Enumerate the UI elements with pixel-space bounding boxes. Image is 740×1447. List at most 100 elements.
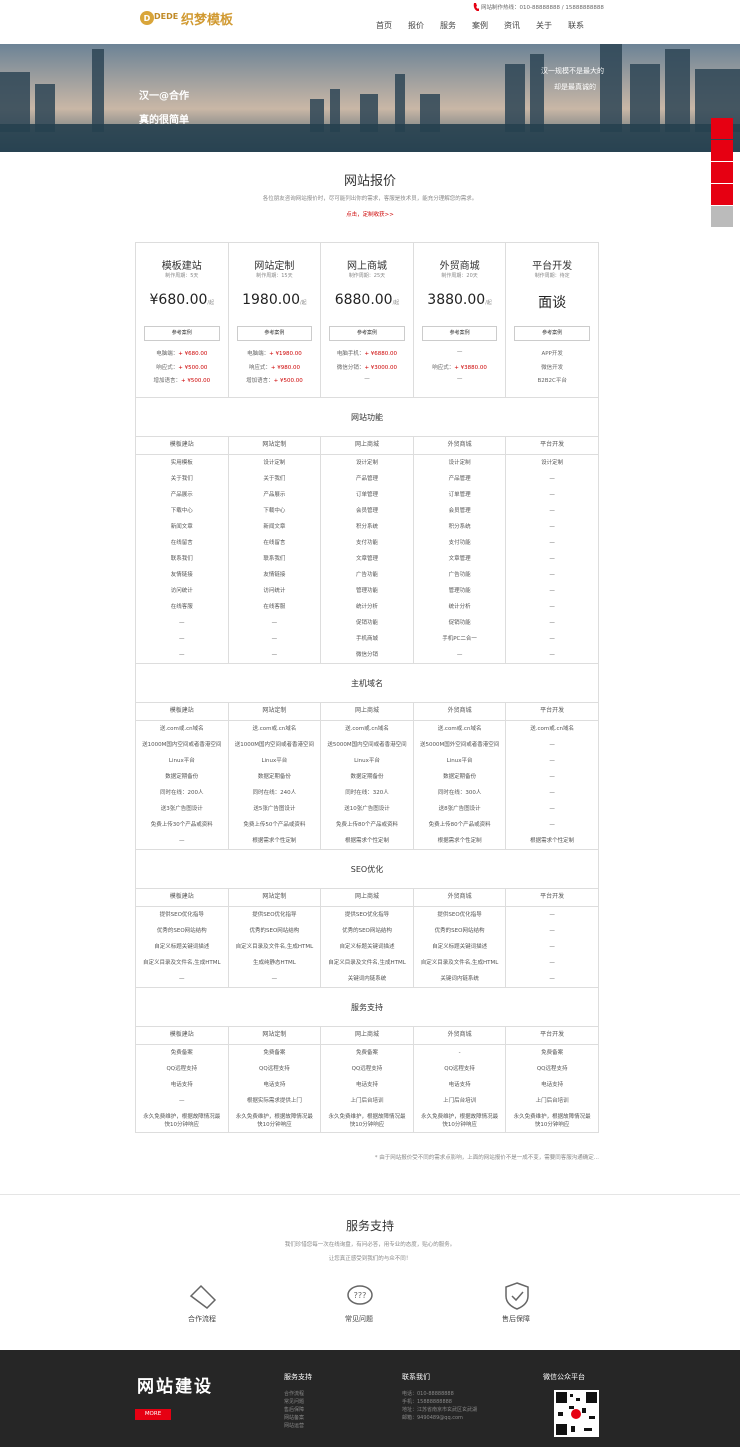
feature-cell: 设计定制 — [229, 455, 322, 471]
header: D DEDE 织梦模板 网站制作热线：010-88888888 / 158888… — [0, 0, 740, 44]
feature-cell: 免费备案 — [229, 1045, 322, 1061]
feature-row: 下载中心 下载中心 会员管理 会员管理 — — [136, 503, 598, 519]
feature-cell: 下载中心 — [229, 503, 322, 519]
feature-row: 访问统计 访问统计 管理功能 管理功能 — — [136, 583, 598, 599]
feature-cell: 根据需求个性定制 — [321, 833, 414, 849]
plan-period: 制作周期：15天 — [256, 273, 293, 279]
feature-cell: 新闻文章 — [136, 519, 229, 535]
feature-cell: 数据定期备份 — [229, 769, 322, 785]
feature-cell: 上门后台培训 — [535, 1098, 569, 1104]
more-button[interactable]: MORE — [135, 1409, 171, 1420]
footer-brand: 网站建设 — [137, 1377, 213, 1397]
divider — [0, 1194, 740, 1195]
nav-item[interactable]: 联系 — [568, 21, 584, 30]
feature-cell: 永久免费维护，根据故障情况最快10分钟响应 — [321, 1109, 414, 1132]
feature-cell: — — [414, 647, 507, 663]
case-button[interactable]: 参考案例 — [421, 326, 498, 341]
plan-name: 网上商城 — [346, 261, 387, 272]
feature-cell: 广告功能 — [321, 567, 414, 583]
feature-cell: 送5张广告图设计 — [229, 801, 322, 817]
feature-cell: - — [414, 1045, 507, 1061]
footer-column: 服务支持 合作流程 常见问题 售后保障 网站备案 网站运营 — [284, 1372, 404, 1430]
feature-cell: 送3张广告图设计 — [136, 801, 229, 817]
feature-cell: 访问统计 — [229, 583, 322, 599]
plan-name: 外贸商城 — [439, 261, 480, 272]
feature-cell: 友情链接 — [229, 567, 322, 583]
feature-cell: — — [136, 833, 229, 849]
logo-text: 织梦模板 — [181, 13, 234, 28]
feature-cell: 提供SEO优化指导 — [414, 907, 507, 923]
feature-cell: 送.com或.cn域名 — [321, 721, 414, 737]
column-header: 网站定制 — [229, 703, 322, 720]
feature-cell: 根据需求个性定制 — [229, 833, 322, 849]
nav-item[interactable]: 首页 — [376, 21, 392, 30]
feature-cell: 自定义目录及文件名,生成HTML — [136, 955, 229, 971]
plan-price-box: 6880.00/起 — [321, 292, 413, 308]
nav-item[interactable]: 资讯 — [504, 21, 520, 30]
plan-period: 制作周期：25天 — [348, 273, 386, 279]
hotline: 网站制作热线：010-88888888 / 15888888888 — [481, 5, 604, 11]
feature-cell: 送5000M国外空间或者香港空间 — [414, 737, 507, 753]
nav-item[interactable]: 关于 — [536, 21, 552, 30]
header-row: 模板建站 网站定制 网上商城 外贸商城 平台开发 — [136, 436, 598, 455]
plan-item: 微信分销：+ ¥3000.00 — [321, 363, 413, 371]
nav-item[interactable]: 报价 — [408, 21, 424, 30]
feature-cell: 统计分析 — [321, 599, 414, 615]
case-button[interactable]: 参考案例 — [329, 326, 405, 341]
feature-cell: 自定义目录及文件名,生成HTML — [321, 955, 414, 971]
feature-cell: 关于我们 — [229, 471, 322, 487]
plan-item: — — [321, 376, 413, 382]
phone-button[interactable] — [711, 184, 733, 205]
top-button[interactable] — [711, 206, 733, 227]
feature-cell: 免费备案 — [541, 1050, 564, 1056]
column-header: 网站定制 — [229, 437, 322, 454]
column-header: 网站定制 — [229, 889, 322, 906]
case-button[interactable]: 参考案例 — [236, 326, 313, 341]
feature-row: 同时在线：200人 同时在线：240人 同时在线：320人 同时在线：300人 — — [136, 785, 598, 801]
qq-button[interactable] — [711, 140, 733, 161]
feature-cell: 产品管理 — [321, 471, 414, 487]
feature-cell: — — [136, 631, 229, 647]
feature-cell: — — [136, 647, 229, 663]
footer-link: 网站备案 — [284, 1415, 305, 1421]
feature-cell: — — [549, 976, 555, 982]
feature-row: Linux平台 Linux平台 Linux平台 Linux平台 — — [136, 753, 598, 769]
column-header: 外贸商城 — [414, 889, 507, 906]
qq-button[interactable] — [711, 118, 733, 139]
feature-cell: 在线留言 — [136, 535, 229, 551]
feature-cell: 广告功能 — [414, 567, 507, 583]
feature-cell: 提供SEO优化指导 — [136, 907, 229, 923]
nav-item[interactable]: 服务 — [440, 21, 456, 30]
item-label: 增加语言： — [246, 378, 274, 384]
plan-item: — — [414, 376, 506, 382]
feature-cell: 积分系统 — [414, 519, 507, 535]
case-button[interactable]: 参考案例 — [144, 326, 220, 341]
feature-cell: 促销功能 — [321, 615, 414, 631]
feature-cell: — — [549, 524, 555, 530]
feature-cell: 提供SEO优化指导 — [321, 907, 414, 923]
plan-name: 网站定制 — [254, 261, 295, 272]
feature-row: 产品展示 产品展示 订单管理 订单管理 — — [136, 487, 598, 503]
plan-item: B2B2C平台 — [506, 376, 598, 384]
plan-item: APP开发 — [506, 349, 598, 357]
nav-item[interactable]: 案例 — [472, 21, 488, 30]
feature-cell: 电话支持 — [414, 1077, 507, 1093]
plan-price: 面谈 — [538, 295, 567, 311]
custom-link[interactable]: 点击，定制收获>> — [346, 212, 394, 218]
feature-cell: — — [549, 774, 555, 780]
shield-icon — [505, 1282, 529, 1310]
support-item: 售后保障 — [502, 1315, 530, 1323]
case-button[interactable]: 参考案例 — [514, 326, 590, 341]
banner — [0, 44, 740, 152]
plan-name: 模板建站 — [161, 261, 202, 272]
feature-cell: 自定义标题关键词描述 — [321, 939, 414, 955]
plan: 外贸商城 制作周期：20天 3880.00/起 参考案例 — 响应式：+ ¥3880.00… — [414, 243, 507, 397]
mobile-button[interactable] — [711, 162, 733, 183]
feature-cell: 生成纯静态HTML — [229, 955, 322, 971]
column-header: 模板建站 — [136, 889, 229, 906]
feature-cell: — — [549, 758, 555, 764]
footer-link: 售后保障 — [284, 1407, 305, 1413]
column-header: 网上商城 — [321, 703, 414, 720]
feature-cell: 产品管理 — [414, 471, 507, 487]
price-table: 模板建站 制作周期：5天 ¥680.00/起 参考案例 电脑端：+ ¥680.00 响应式… — [135, 242, 599, 1133]
